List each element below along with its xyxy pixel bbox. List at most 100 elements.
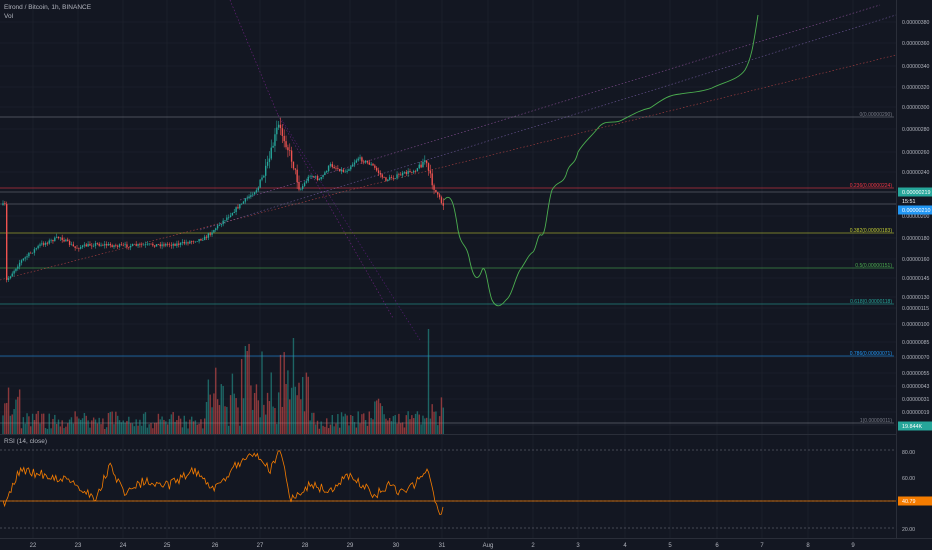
countdown-tag-bg [898,196,932,206]
candle-body [401,172,404,176]
candle-body [296,169,298,183]
candle-body [392,178,395,179]
volume-bar [120,422,123,434]
candle-body [425,160,428,164]
time-label: 22 [30,543,37,549]
volume-bar [413,418,415,434]
volume-bar [366,425,369,434]
candle-body [324,172,326,175]
price-tick-label: 0.00000031 [902,397,930,403]
volume-bar [205,401,208,434]
countdown-tag: 15:51 [902,199,916,205]
fib-retracement[interactable]: 0(0.00000290) 0.236(0.00000224) 0.382(0.00… [0,112,896,424]
trend-lines[interactable] [0,0,897,341]
price-tick-label: 0.00000280 [902,127,930,133]
volume-bar [55,424,58,434]
trend-line-1 [277,114,394,319]
volume-legend[interactable]: Vol [4,13,14,20]
volume-bar [154,422,156,434]
volume-bar [126,420,128,434]
candle-body [96,243,99,244]
fib-label: 1(0.00000011) [860,418,892,424]
candle-body [348,169,350,171]
volume-bar [78,418,80,434]
candle-body [174,244,176,246]
volume-bar [33,419,36,434]
volume-bar [28,416,30,434]
rsi-legend[interactable]: RSI (14, close) [4,438,47,445]
rsi-axis[interactable]: 80.00 60.00 20.00 [902,450,915,533]
fib-label: 0(0.00000290) [859,112,892,118]
volume-bar [43,413,45,434]
candle-body [390,177,393,179]
volume-bar [339,427,341,434]
volume-bar [31,413,34,434]
candle-body [163,244,165,246]
volume-bar [207,379,210,434]
grid-lines [0,0,896,538]
candle-body [170,244,173,246]
candle-body [102,244,104,246]
candle-body [405,172,407,174]
candle-body [257,187,259,191]
price-axis[interactable]: 0.00000380 0.00000360 0.00000340 0.00000320… [902,20,930,429]
volume-bar [396,423,398,434]
candle-body [231,212,234,216]
candle-body [122,244,124,246]
symbol-legend[interactable]: Elrond / Bitcoin, 1h, BINANCE [4,4,92,11]
candle-body [107,244,110,246]
candle-body [442,203,444,206]
volume-bar [39,423,41,434]
volume-bar [63,428,65,434]
candle-body [370,163,372,165]
volume-bar [179,418,182,434]
time-label: 8 [806,543,810,549]
volume-bar [174,421,176,434]
candle-body [33,249,36,253]
candle-body [213,230,215,233]
volume-bar [383,414,385,434]
candle-body [157,244,160,245]
price-tick-label: 0.00000085 [902,340,930,346]
candle-body [276,127,278,135]
volume-bar [370,418,372,434]
volume-bar [320,421,322,434]
candle-body [376,167,378,171]
price-tick-label: 0.00000070 [902,355,930,361]
candle-body [52,239,54,242]
volume-bar [364,420,367,434]
bid-price-tag: 0.00000210 [902,208,930,214]
volume-bar [226,406,228,434]
time-label: 25 [164,543,171,549]
volume-bar [337,414,339,434]
volume-bar [388,417,391,434]
volume-bar [416,411,419,434]
time-axis[interactable]: 22 23 24 25 26 27 28 29 30 31 Aug 2 3 4 5 6 7 8 9 [30,543,856,549]
rsi-tick-label: 80.00 [902,450,915,456]
volume-bar [72,423,74,434]
volume-bar [296,395,298,434]
time-label: 3 [576,543,580,549]
candle-body [179,242,182,245]
time-label: 9 [851,543,855,549]
volume-bar [13,409,15,434]
volume-bar [403,427,406,434]
volume-bar [74,411,76,434]
volume-bar [104,428,106,434]
volume-bar [183,415,185,434]
volume-bar [192,421,195,434]
candle-body [311,176,313,177]
trend-line-5 [199,14,897,231]
projection-path[interactable] [443,14,759,307]
volume-bar [424,418,426,434]
candle-body [50,239,52,241]
candle-body [202,240,204,241]
rsi-value-tag: 40.79 [902,499,916,505]
price-tick-label: 0.00000180 [902,236,930,242]
price-tick-label: 0.00000240 [902,170,930,176]
candle-body [20,260,23,263]
volume-bar [372,419,374,434]
volume-bar [124,422,126,434]
volume-bar [387,420,389,434]
